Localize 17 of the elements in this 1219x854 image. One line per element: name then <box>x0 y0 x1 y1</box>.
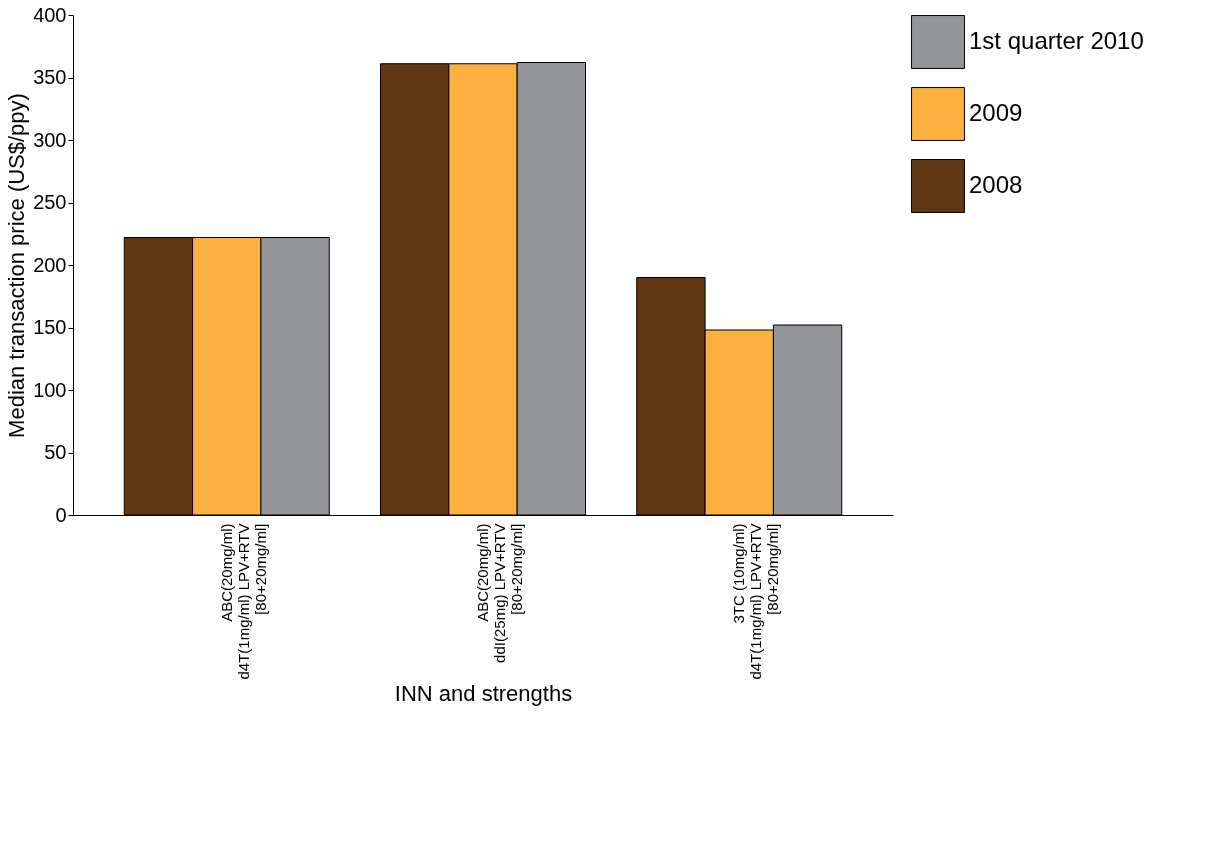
y-tick-label: 100 <box>33 378 67 401</box>
x-axis-title: INN and strengths <box>394 680 573 706</box>
y-tick-label: 200 <box>33 253 67 276</box>
y-tick-label: 300 <box>33 128 67 151</box>
y-tick-label: 0 <box>55 503 67 526</box>
y-tick-label: 350 <box>33 66 67 88</box>
x-tick-label: 3TC (10mg/ml) d4T(1mg/ml) LPV+RTV [80+20mg/ml] <box>730 523 782 680</box>
y-tick-label: 150 <box>33 316 67 338</box>
legend-label: 1st quarter 2010 <box>969 27 1144 54</box>
y-tick-label: 50 <box>44 441 67 463</box>
x-tick-label: ABC(20mg/ml) ddI(25mg) LPV+RTV [80+20mg/ml] <box>474 523 525 663</box>
legend-label: 2008 <box>969 171 1023 198</box>
y-tick-label: 250 <box>33 191 67 213</box>
x-tick-label: ABC(20mg/ml) d4T(1mg/ml) LPV+RTV [80+20mg/ml] <box>217 523 269 680</box>
y-tick-label: 400 <box>33 3 67 26</box>
legend-label: 2009 <box>969 99 1023 126</box>
y-axis-title: Median transaction price (US$/ppy) <box>4 93 30 438</box>
